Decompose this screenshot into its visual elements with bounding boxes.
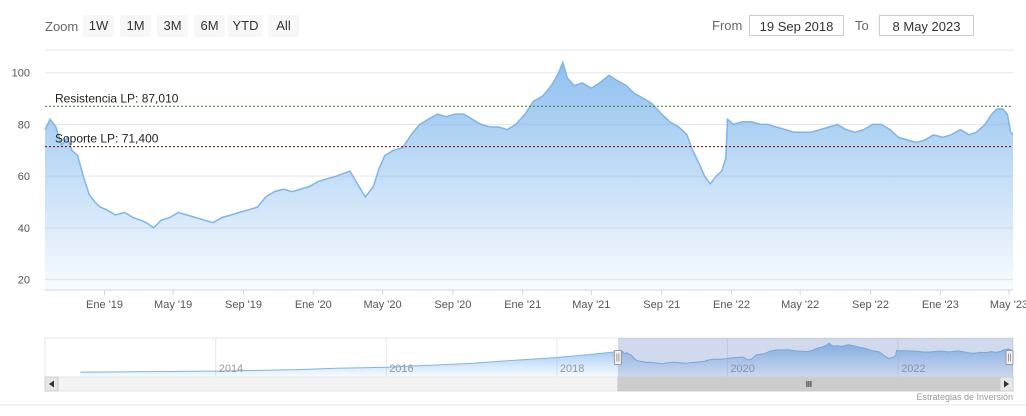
zoom-3m-button[interactable]: 3M [157,15,188,37]
y-tick-label: 40 [18,223,30,235]
x-axis: Ene '19 May '19 Sep '19 Ene '20 May '20 Sep '… [86,290,1026,311]
grip-icon [806,381,812,387]
navigator-labels: 2014 2016 2018 2020 2022 [219,363,926,375]
y-tick-label: 80 [18,119,30,131]
x-tick-label: Ene '19 [86,299,123,311]
navigator-year-label: 2022 [901,363,925,375]
x-tick-label: May '23 [990,299,1026,311]
navigator[interactable]: 2014 2016 2018 2020 2022 [44,337,1014,378]
price-area [45,62,1013,290]
x-tick-label: Ene '22 [713,299,750,311]
from-label: From [712,18,743,33]
x-tick-label: Ene '21 [504,299,541,311]
navigator-handle-right[interactable] [1005,350,1014,365]
x-tick-label: May '19 [154,299,192,311]
arrow-left-icon [49,380,54,388]
navigator-year-label: 2016 [389,363,413,375]
to-label: To [855,18,869,33]
resistance-label: Resistencia LP: 87,010 [55,91,179,105]
navigator-handle-left[interactable] [613,350,622,365]
credits-text: Estrategias de Inversión [916,392,1013,402]
navigator-area [80,343,1013,377]
x-tick-label: Sep '20 [434,299,471,311]
y-tick-label: 100 [12,68,30,80]
range-selector-toolbar: Zoom 1W 1M 3M 6M YTD All From 19 Sep 201… [0,0,1026,50]
x-tick-label: Sep '21 [643,299,680,311]
y-tick-label: 20 [18,275,30,287]
zoom-1w-button[interactable]: 1W [83,15,114,37]
from-date-input[interactable]: 19 Sep 2018 [749,15,844,36]
x-tick-label: May '20 [363,299,401,311]
navigator-selection[interactable] [617,338,1013,377]
zoom-ytd-button[interactable]: YTD [228,15,263,37]
x-tick-label: Sep '22 [852,299,889,311]
zoom-1m-button[interactable]: 1M [120,15,151,37]
to-date-input[interactable]: 8 May 2023 [879,15,974,36]
x-tick-label: Sep '19 [225,299,262,311]
zoom-6m-button[interactable]: 6M [194,15,225,37]
zoom-all-button[interactable]: All [268,15,299,37]
zoom-label: Zoom [45,19,79,34]
navigator-line [80,342,1014,373]
x-tick-label: Ene '20 [295,299,332,311]
navigator-year-label: 2020 [730,363,754,375]
y-axis: 20 40 60 80 100 [12,68,30,287]
x-tick-label: May '22 [781,299,819,311]
price-line [44,59,1014,229]
x-tick-label: May '21 [572,299,610,311]
y-tick-label: 60 [18,171,30,183]
navigator-year-label: 2014 [219,363,243,375]
arrow-right-icon [1004,380,1009,388]
x-tick-label: Ene '23 [922,299,959,311]
support-label: Soporte LP: 71,400 [55,132,159,146]
scrollbar[interactable] [44,376,1014,392]
navigator-year-label: 2018 [560,363,584,375]
